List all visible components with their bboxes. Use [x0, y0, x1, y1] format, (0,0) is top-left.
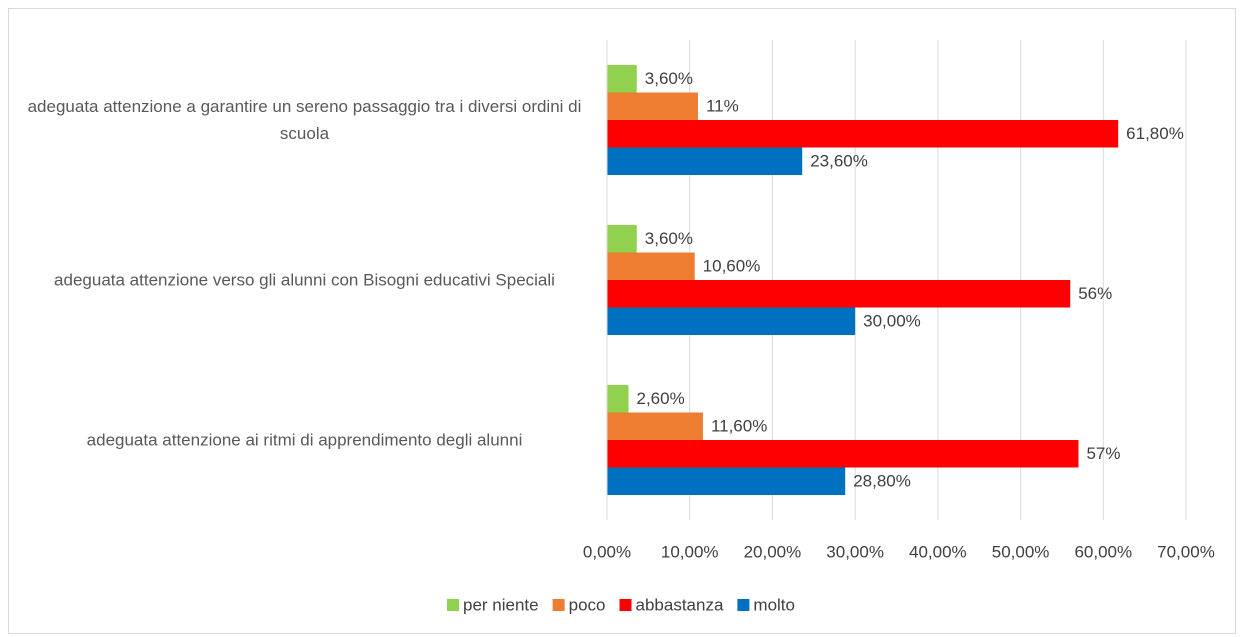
- bar: [607, 467, 846, 495]
- legend-label: abbastanza: [636, 595, 724, 614]
- legend-label: poco: [569, 595, 606, 614]
- legend-label: molto: [753, 595, 795, 614]
- x-tick-label: 10,00%: [661, 542, 719, 561]
- x-tick-label: 40,00%: [909, 542, 967, 561]
- bar: [607, 92, 698, 120]
- data-label: 23,60%: [810, 152, 868, 171]
- bar: [607, 280, 1071, 308]
- data-label: 3,60%: [645, 229, 693, 248]
- x-tick-label: 50,00%: [992, 542, 1050, 561]
- data-label: 2,60%: [637, 389, 685, 408]
- legend-swatch: [619, 599, 632, 611]
- x-tick-label: 0,00%: [583, 542, 631, 561]
- bar: [607, 307, 856, 335]
- data-label: 30,00%: [863, 312, 921, 331]
- x-tick-label: 70,00%: [1157, 542, 1215, 561]
- bar: [607, 65, 637, 93]
- category-label: adeguata attenzione verso gli alunni con…: [54, 270, 555, 290]
- data-label: 61,80%: [1126, 124, 1184, 143]
- data-label: 3,60%: [645, 69, 693, 88]
- bar: [607, 412, 703, 440]
- data-label: 56%: [1078, 284, 1112, 303]
- data-label: 10,60%: [703, 257, 761, 276]
- category-label: adeguata attenzione a garantire un seren…: [27, 97, 582, 143]
- data-label: 11%: [706, 97, 739, 116]
- data-label: 57%: [1086, 444, 1120, 463]
- bar: [607, 225, 637, 253]
- category-label: adeguata attenzione ai ritmi di apprendi…: [86, 430, 523, 450]
- x-tick-label: 30,00%: [826, 542, 884, 561]
- bar: [607, 440, 1079, 468]
- legend-label: per niente: [463, 595, 539, 614]
- data-label: 11,60%: [711, 417, 767, 436]
- x-tick-label: 60,00%: [1074, 542, 1132, 561]
- bar: [607, 147, 803, 175]
- legend-swatch: [737, 599, 750, 611]
- bar: [607, 120, 1119, 148]
- bar: [607, 385, 629, 413]
- legend-swatch: [552, 599, 565, 611]
- bar: [607, 252, 695, 280]
- legend-swatch: [447, 599, 460, 611]
- x-tick-label: 20,00%: [744, 542, 802, 561]
- data-label: 28,80%: [853, 472, 911, 491]
